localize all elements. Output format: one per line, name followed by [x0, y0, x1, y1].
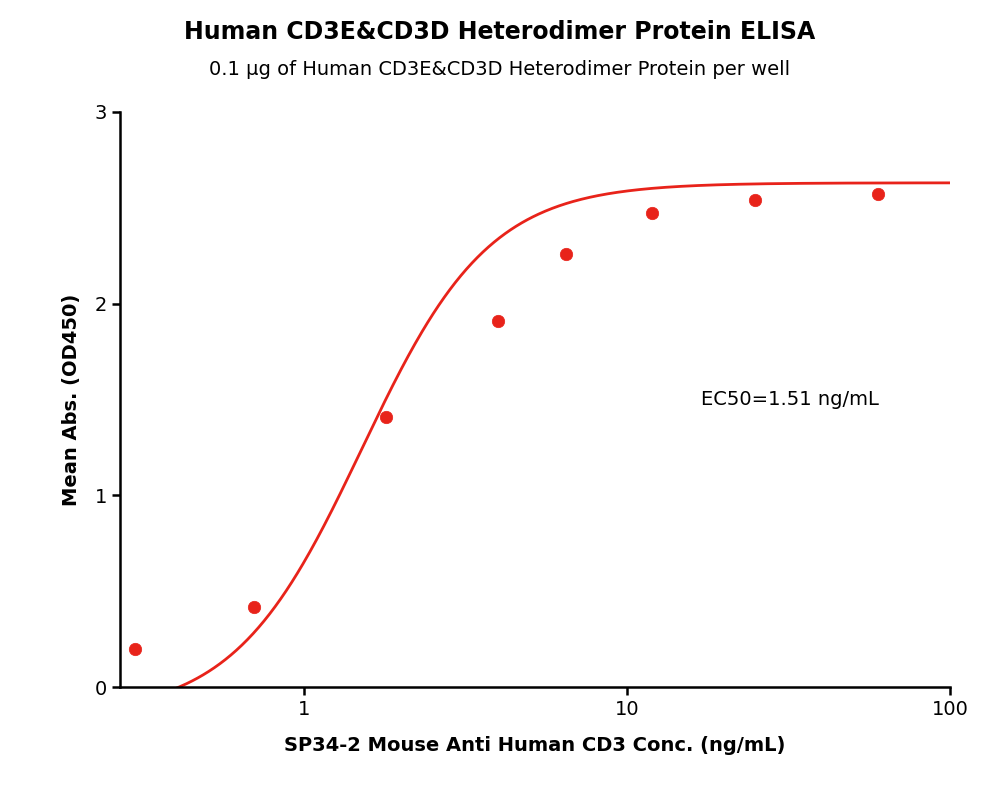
Text: Human CD3E&CD3D Heterodimer Protein ELISA: Human CD3E&CD3D Heterodimer Protein ELIS… — [184, 20, 816, 44]
Text: EC50=1.51 ng/mL: EC50=1.51 ng/mL — [701, 390, 879, 409]
Point — [870, 188, 886, 201]
Point — [558, 248, 574, 260]
Point — [747, 193, 763, 206]
Text: 0.1 μg of Human CD3E&CD3D Heterodimer Protein per well: 0.1 μg of Human CD3E&CD3D Heterodimer Pr… — [209, 60, 791, 79]
Y-axis label: Mean Abs. (OD450): Mean Abs. (OD450) — [62, 293, 81, 506]
X-axis label: SP34-2 Mouse Anti Human CD3 Conc. (ng/mL): SP34-2 Mouse Anti Human CD3 Conc. (ng/mL… — [284, 736, 786, 755]
Point — [378, 411, 394, 423]
Point — [644, 207, 660, 220]
Point — [246, 600, 262, 613]
Point — [490, 315, 506, 328]
Point — [127, 642, 143, 655]
